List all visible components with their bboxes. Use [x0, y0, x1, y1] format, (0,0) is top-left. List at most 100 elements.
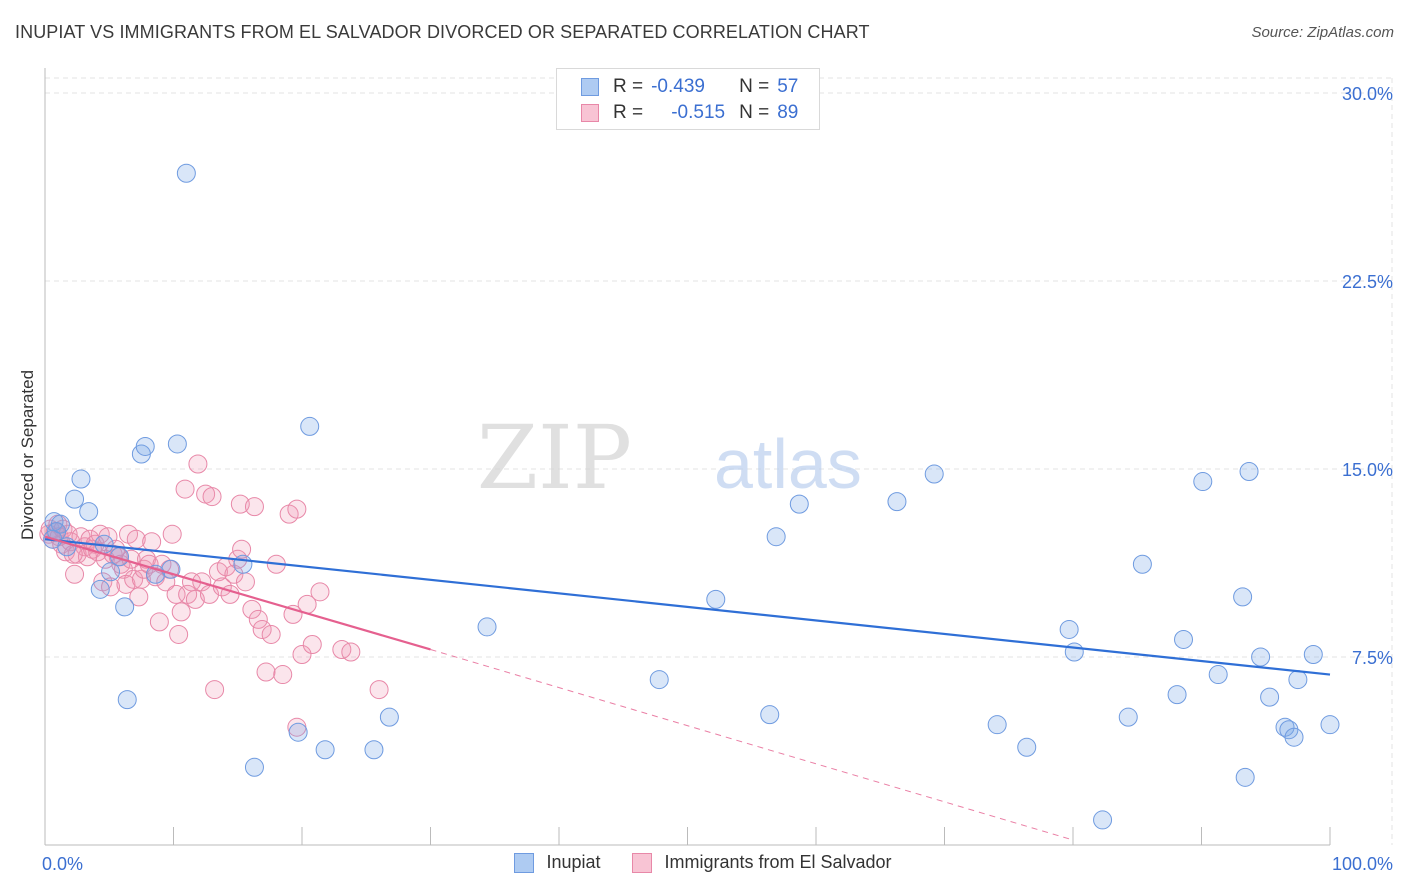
legend-row-inupiat: R = -0.439 N = 57 — [581, 75, 798, 99]
data-point-inupiat — [1251, 647, 1271, 667]
data-point-el-salvador — [188, 454, 208, 474]
chart-title: INUPIAT VS IMMIGRANTS FROM EL SALVADOR D… — [15, 22, 870, 42]
data-point-el-salvador — [273, 665, 293, 685]
data-point-el-salvador — [142, 532, 162, 552]
data-point-inupiat — [135, 436, 155, 456]
data-point-el-salvador — [252, 619, 272, 639]
data-point-inupiat — [1059, 619, 1079, 639]
legend-row-el-salvador: R = -0.515 N = 89 — [581, 101, 798, 125]
watermark-atlas: atlas — [714, 425, 862, 503]
data-point-inupiat — [766, 527, 786, 547]
data-point-inupiat — [1260, 687, 1280, 707]
data-point-el-salvador — [235, 572, 255, 592]
points-layer — [39, 163, 1340, 830]
data-point-inupiat — [117, 690, 137, 710]
data-point-el-salvador — [341, 642, 361, 662]
data-point-inupiat — [288, 722, 308, 742]
data-point-inupiat — [176, 163, 196, 183]
data-point-el-salvador — [310, 582, 330, 602]
y-tick-label: 30.0% — [1342, 84, 1393, 104]
series-legend: Inupiat Immigrants from El Salvador — [0, 852, 1406, 873]
data-point-el-salvador — [171, 602, 191, 622]
watermark-zip: ZIP — [477, 406, 632, 509]
series-swatch-inupiat — [514, 852, 535, 873]
legend-r-value-el-salvador: -0.515 — [671, 102, 726, 123]
data-point-el-salvador — [369, 680, 389, 700]
data-point-el-salvador — [166, 584, 186, 604]
data-point-inupiat — [924, 464, 944, 484]
data-point-el-salvador — [232, 539, 252, 559]
data-point-el-salvador — [244, 497, 264, 517]
data-point-el-salvador — [248, 609, 268, 629]
data-point-inupiat — [987, 715, 1007, 735]
legend-n-label: N = — [739, 76, 770, 97]
data-point-el-salvador — [149, 612, 169, 632]
series-legend-inupiat[interactable]: Inupiat — [514, 852, 600, 873]
data-point-inupiat — [364, 740, 384, 760]
data-point-el-salvador — [292, 645, 312, 665]
data-point-el-salvador — [169, 624, 189, 644]
y-tick-label: 22.5% — [1342, 272, 1393, 292]
data-point-inupiat — [1017, 737, 1037, 757]
data-point-el-salvador — [162, 524, 182, 544]
series-legend-el-salvador[interactable]: Immigrants from El Salvador — [632, 852, 892, 873]
y-tick-label: 7.5% — [1352, 648, 1393, 668]
data-point-el-salvador — [65, 564, 85, 584]
data-point-inupiat — [477, 617, 497, 637]
data-point-el-salvador — [287, 499, 307, 519]
tick-labels-layer: 7.5% 15.0% 22.5% 30.0% 0.0% 100.0% — [42, 84, 1393, 874]
data-point-inupiat — [1118, 707, 1138, 727]
legend-swatch-inupiat — [581, 78, 599, 96]
data-point-inupiat — [706, 589, 726, 609]
data-point-el-salvador — [175, 479, 195, 499]
data-point-inupiat — [1167, 685, 1187, 705]
legend-n-value-el-salvador: 89 — [777, 102, 799, 123]
data-point-inupiat — [1284, 727, 1304, 747]
x-tick-label: 100.0% — [1332, 854, 1393, 874]
data-point-inupiat — [244, 757, 264, 777]
data-point-inupiat — [649, 670, 669, 690]
data-point-inupiat — [101, 562, 121, 582]
data-point-inupiat — [1093, 810, 1113, 830]
legend-n-label: N = — [739, 102, 770, 123]
trendline-inupiat — [44, 538, 1331, 676]
x-tick-label: 0.0% — [42, 854, 83, 874]
data-point-inupiat — [79, 502, 99, 522]
correlation-legend: R = -0.439 N = 57 R = -0.515 N = 89 — [556, 68, 820, 130]
data-point-el-salvador — [202, 487, 222, 507]
data-point-inupiat — [315, 740, 335, 760]
y-tick-label: 15.0% — [1342, 460, 1393, 480]
data-point-el-salvador — [124, 569, 144, 589]
data-point-inupiat — [1208, 665, 1228, 685]
data-point-inupiat — [1239, 462, 1259, 482]
data-point-inupiat — [1233, 587, 1253, 607]
source-credit: Source: ZipAtlas.com — [1251, 24, 1394, 41]
data-point-inupiat — [1193, 472, 1213, 492]
series-label-inupiat: Inupiat — [546, 852, 601, 872]
data-point-inupiat — [1132, 554, 1152, 574]
data-point-inupiat — [789, 494, 809, 514]
data-point-inupiat — [300, 416, 320, 436]
data-point-el-salvador — [261, 624, 281, 644]
data-point-inupiat — [1235, 767, 1255, 787]
data-point-inupiat — [887, 492, 907, 512]
legend-swatch-el-salvador — [581, 104, 599, 122]
data-point-inupiat — [760, 705, 780, 725]
data-point-el-salvador — [256, 662, 276, 682]
data-point-inupiat — [1064, 642, 1084, 662]
legend-r-label: R = — [613, 76, 644, 97]
data-point-el-salvador — [185, 589, 205, 609]
data-point-el-salvador — [230, 494, 250, 514]
watermark: ZIP atlas — [477, 406, 862, 509]
data-point-inupiat — [115, 597, 135, 617]
data-point-inupiat — [1174, 629, 1194, 649]
data-point-inupiat — [233, 554, 253, 574]
legend-r-value-inupiat: -0.439 — [651, 76, 705, 97]
trendline-el-salvador — [44, 535, 431, 651]
data-point-inupiat — [1303, 645, 1323, 665]
data-point-el-salvador — [242, 599, 262, 619]
series-swatch-el-salvador — [632, 852, 653, 873]
data-point-el-salvador — [90, 524, 110, 544]
data-point-inupiat — [71, 469, 91, 489]
